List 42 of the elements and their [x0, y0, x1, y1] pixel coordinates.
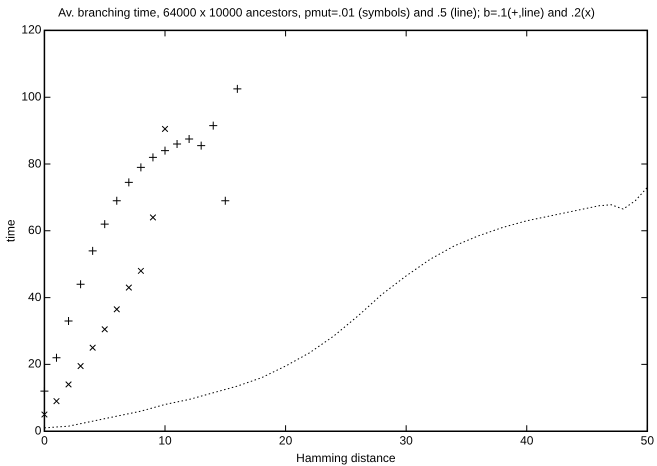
point [53, 398, 60, 404]
point [148, 152, 158, 162]
x-tick-label: 10 [158, 434, 172, 448]
point [196, 141, 206, 150]
point [76, 280, 86, 289]
y-axis-title: time [4, 219, 18, 242]
point [112, 196, 122, 206]
point [113, 306, 120, 313]
point [124, 178, 134, 187]
point [138, 268, 144, 274]
point [220, 196, 230, 206]
y-tick-label: 0 [34, 424, 42, 438]
x-tick-label: 50 [640, 434, 654, 448]
y-tick-label: 100 [21, 90, 42, 104]
point [41, 411, 48, 418]
point [208, 121, 218, 130]
point [100, 220, 110, 229]
point [184, 134, 194, 144]
point [89, 344, 96, 352]
point [172, 139, 182, 148]
y-tick-label: 120 [21, 22, 42, 37]
x-axis-title: Hamming distance [296, 451, 396, 466]
chart-title: Av. branching time, 64000 x 10000 ancestors, pmut=.01 (symbols) and .5 (line); b=.1(+,line) and .2(x) [58, 6, 595, 20]
x-tick-label: 30 [399, 434, 414, 448]
point [126, 284, 132, 291]
point [101, 326, 108, 333]
point [150, 214, 156, 221]
point [136, 162, 146, 172]
y-tick-label: 40 [28, 290, 42, 304]
point [232, 84, 242, 94]
y-tick-label: 20 [28, 356, 42, 371]
y-tick-label: 80 [28, 156, 42, 170]
y-tick-label: 60 [28, 223, 42, 238]
point [160, 146, 170, 156]
point [64, 316, 74, 326]
point [88, 246, 98, 256]
point [77, 362, 84, 370]
point [52, 353, 61, 362]
x-tick-label: 40 [520, 434, 534, 448]
point [65, 381, 72, 388]
point [162, 126, 168, 132]
x-tick-label: 20 [278, 434, 293, 448]
